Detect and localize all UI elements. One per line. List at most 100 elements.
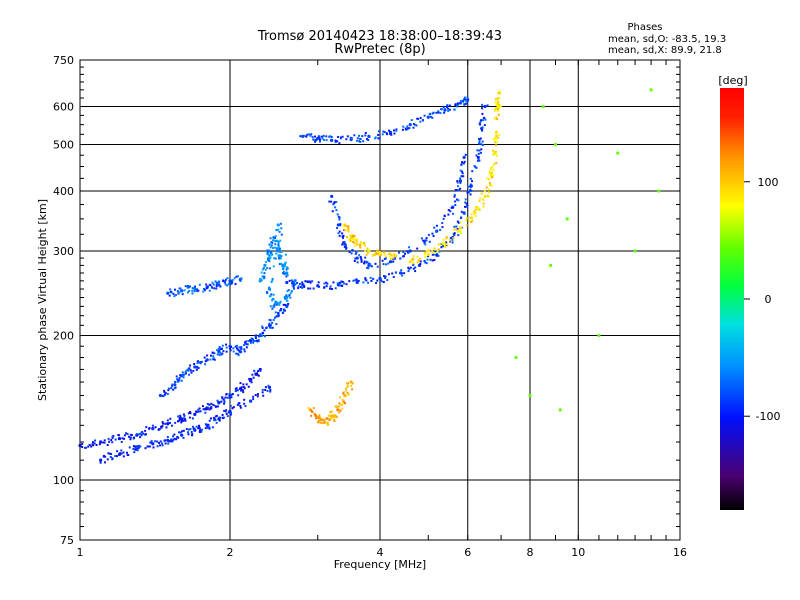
- scatter-mark: [374, 137, 377, 140]
- scatter-mark: [459, 230, 462, 233]
- scatter-mark: [381, 259, 384, 262]
- scatter-mark: [494, 109, 497, 112]
- scatter-mark: [221, 396, 224, 399]
- scatter-mark: [262, 394, 265, 397]
- scatter-mark: [195, 411, 198, 414]
- scatter-mark: [171, 385, 174, 388]
- scatter-mark: [336, 227, 339, 230]
- scatter-mark: [266, 252, 269, 255]
- scatter-mark: [464, 153, 467, 156]
- scatter-mark: [442, 238, 445, 241]
- scatter-mark: [414, 270, 417, 273]
- scatter-mark: [314, 417, 317, 420]
- scatter-mark: [354, 244, 357, 247]
- scatter-mark: [114, 438, 117, 441]
- scatter-mark: [205, 287, 208, 290]
- scatter-mark: [202, 408, 205, 411]
- scatter-mark: [111, 457, 114, 460]
- scatter-mark: [278, 249, 281, 252]
- scatter-mark: [215, 287, 218, 290]
- scatter-mark: [199, 429, 202, 432]
- scatter-mark: [345, 138, 348, 141]
- scatter-mark: [363, 242, 366, 245]
- scatter-mark: [276, 315, 279, 318]
- scatter-mark: [343, 245, 346, 248]
- scatter-mark: [414, 266, 417, 269]
- scatter-mark: [275, 323, 278, 326]
- scatter-mark: [318, 414, 321, 417]
- scatter-mark: [465, 205, 468, 208]
- scatter-mark: [230, 396, 233, 399]
- scatter-mark: [261, 331, 264, 334]
- scatter-mark: [183, 414, 186, 417]
- scatter-mark: [492, 174, 495, 177]
- scatter-mark: [356, 139, 359, 142]
- scatter-mark: [344, 229, 347, 232]
- scatter-mark: [380, 278, 383, 281]
- scatter-mark: [174, 421, 177, 424]
- scatter-mark: [221, 413, 224, 416]
- scatter-mark: [149, 441, 152, 444]
- scatter-mark: [210, 402, 213, 405]
- scatter-mark: [483, 124, 486, 127]
- scatter-mark: [223, 409, 226, 412]
- scatter-mark: [326, 417, 329, 420]
- scatter-mark: [236, 344, 239, 347]
- scatter-mark: [259, 369, 262, 372]
- scatter-mark: [232, 406, 235, 409]
- scatter-mark: [262, 267, 265, 270]
- scatter-mark: [494, 101, 497, 104]
- scatter-mark: [269, 389, 272, 392]
- scatter-mark: [176, 379, 179, 382]
- scatter-mark: [204, 289, 207, 292]
- scatter-mark: [225, 393, 228, 396]
- scatter-mark: [301, 286, 304, 289]
- scatter-mark: [362, 281, 365, 284]
- scatter-mark: [497, 113, 500, 116]
- scatter-mark: [388, 129, 391, 132]
- scatter-mark: [203, 287, 206, 290]
- scatter-mark: [366, 260, 369, 263]
- scatter-mark: [230, 282, 233, 285]
- scatter-mark: [248, 378, 251, 381]
- scatter-mark: [310, 414, 313, 417]
- scatter-mark: [342, 236, 345, 239]
- scatter-mark: [229, 404, 232, 407]
- scatter-mark: [477, 152, 480, 155]
- scatter-mark: [194, 288, 197, 291]
- scatter-mark: [363, 262, 366, 265]
- scatter-mark: [460, 210, 463, 213]
- scatter-mark: [345, 387, 348, 390]
- scatter-mark: [222, 416, 225, 419]
- scatter-mark: [256, 393, 259, 396]
- data-point: [528, 393, 532, 398]
- scatter-mark: [485, 186, 488, 189]
- scatter-mark: [223, 281, 226, 284]
- scatter-mark: [386, 279, 389, 282]
- scatter-mark: [334, 206, 337, 209]
- scatter-mark: [386, 133, 389, 136]
- scatter-mark: [263, 335, 266, 338]
- colorbar-tick-label: 0: [765, 293, 772, 306]
- scatter-mark: [365, 279, 368, 282]
- scatter-mark: [488, 170, 491, 173]
- scatter-mark: [91, 441, 94, 444]
- scatter-mark: [306, 133, 309, 136]
- scatter-mark: [286, 304, 289, 307]
- scatter-mark: [334, 287, 337, 290]
- scatter-mark: [179, 290, 182, 293]
- scatter-mark: [309, 134, 312, 137]
- scatter-mark: [412, 126, 415, 129]
- scatter-mark: [425, 250, 428, 253]
- scatter-mark: [460, 99, 463, 102]
- scatter-mark: [433, 253, 436, 256]
- scatter-mark: [375, 251, 378, 254]
- scatter-mark: [346, 391, 349, 394]
- scatter-mark: [215, 285, 218, 288]
- scatter-mark: [178, 376, 181, 379]
- scatter-mark: [353, 235, 356, 238]
- scatter-mark: [221, 397, 224, 400]
- y-tick-label: 600: [53, 101, 74, 114]
- scatter-mark: [252, 376, 255, 379]
- data-point: [408, 249, 412, 253]
